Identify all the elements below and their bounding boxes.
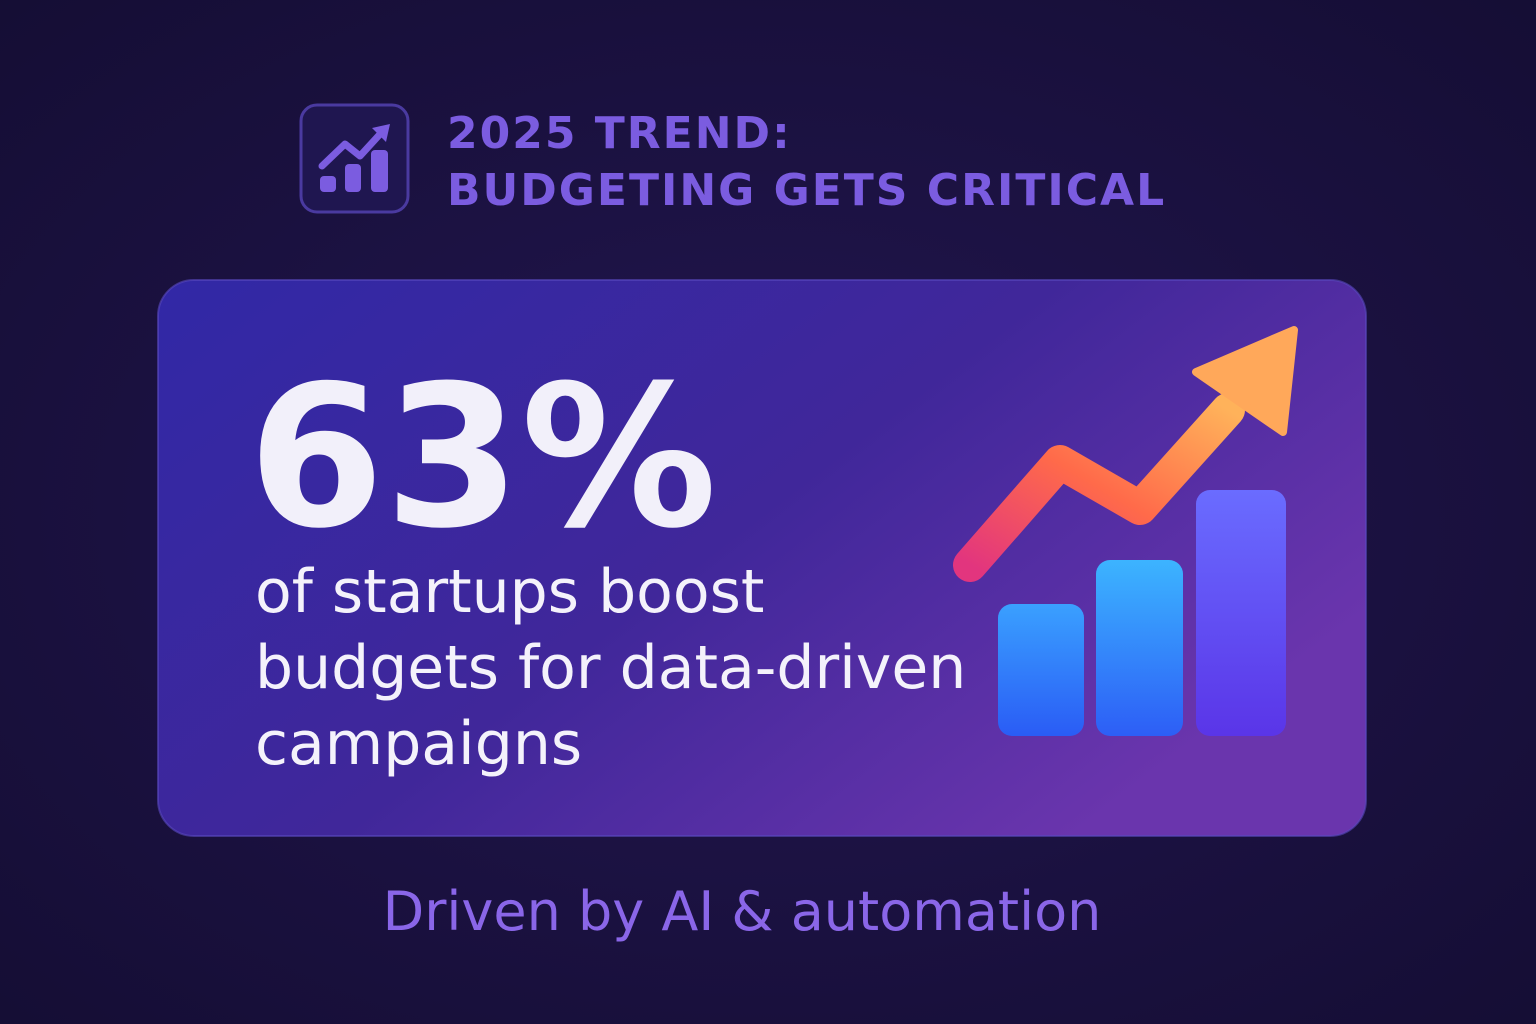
growth-illustration <box>953 326 1298 736</box>
illustration-arrow <box>953 393 1245 582</box>
stat-description-line: of startups boost <box>255 557 764 627</box>
illustration-bar <box>1196 490 1286 736</box>
illustration-arrowhead <box>1192 326 1298 436</box>
footer-text: Driven by AI & automation <box>383 880 1102 943</box>
header-icon <box>318 124 390 192</box>
illustration-bar <box>998 604 1084 736</box>
stat-description-line: budgets for data-driven <box>255 633 966 703</box>
header-title-line: 2025 TREND: <box>447 108 792 159</box>
stat-value: 63% <box>248 344 717 572</box>
header-title-line: BUDGETING GETS CRITICAL <box>447 165 1166 216</box>
stat-description-line: campaigns <box>255 709 582 779</box>
illustration-bar <box>1096 560 1183 736</box>
stat-card: 63% of startups boost budgets for data-d… <box>157 279 1367 837</box>
header-icon-box <box>299 103 410 214</box>
header: 2025 TREND: BUDGETING GETS CRITICAL <box>299 103 1166 216</box>
